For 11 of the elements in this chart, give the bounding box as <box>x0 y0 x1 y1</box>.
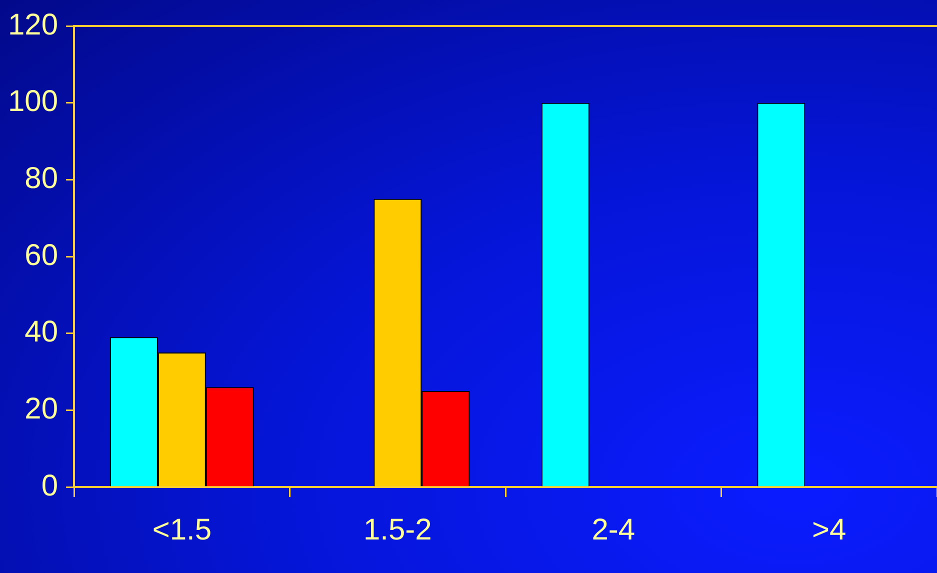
y-tick-label: 100 <box>8 85 58 118</box>
x-tick-label: >4 <box>812 513 846 546</box>
y-tick-label: 60 <box>24 238 58 272</box>
y-tick-label: 20 <box>24 392 58 426</box>
x-tick-label: <1.5 <box>152 513 212 546</box>
y-tick-label: 120 <box>8 8 58 42</box>
x-tick-label: 1.5-2 <box>363 513 432 546</box>
y-tick-label: 80 <box>24 162 58 195</box>
y-tick-label: 0 <box>41 469 58 502</box>
x-tick-label: 2-4 <box>592 513 636 546</box>
y-tick-label: 40 <box>24 316 58 349</box>
